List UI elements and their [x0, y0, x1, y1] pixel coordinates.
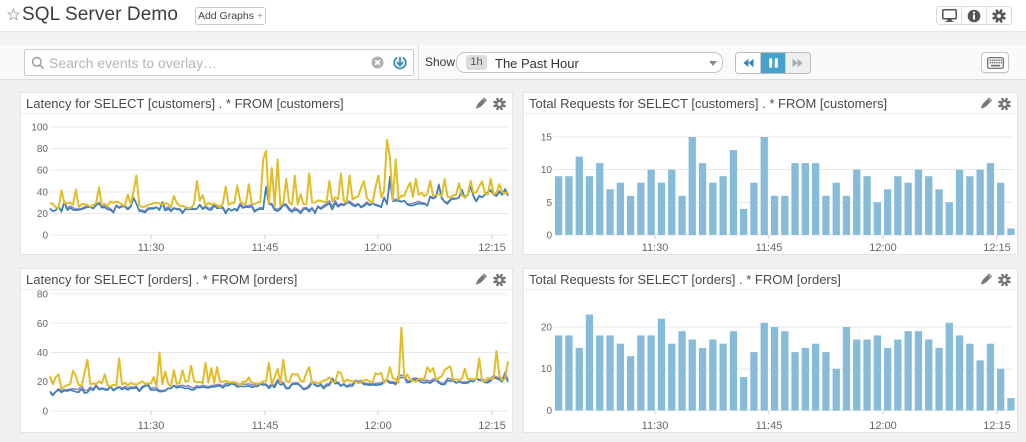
svg-text:100: 100 [31, 123, 48, 134]
svg-text:12:00: 12:00 [364, 242, 392, 254]
svg-text:11:45: 11:45 [756, 420, 783, 432]
svg-text:20: 20 [37, 209, 49, 220]
svg-text:12:15: 12:15 [478, 420, 506, 432]
svg-text:0: 0 [42, 231, 48, 242]
svg-text:80: 80 [37, 290, 49, 301]
svg-text:11:30: 11:30 [138, 420, 165, 432]
svg-text:12:00: 12:00 [364, 420, 392, 432]
svg-text:11:45: 11:45 [252, 420, 279, 432]
svg-text:20: 20 [37, 377, 49, 388]
svg-text:12:00: 12:00 [869, 420, 897, 432]
svg-text:11:30: 11:30 [642, 420, 669, 432]
svg-text:10: 10 [541, 165, 553, 176]
svg-text:10: 10 [541, 364, 553, 375]
svg-text:11:30: 11:30 [138, 242, 165, 254]
svg-text:5: 5 [546, 198, 552, 209]
svg-text:0: 0 [546, 406, 552, 417]
svg-text:40: 40 [37, 187, 49, 198]
svg-text:60: 60 [37, 319, 49, 330]
svg-text:60: 60 [37, 166, 49, 177]
svg-text:40: 40 [37, 348, 49, 359]
svg-text:12:15: 12:15 [478, 242, 506, 254]
svg-text:12:00: 12:00 [869, 242, 897, 254]
svg-text:0: 0 [42, 407, 48, 418]
svg-text:11:30: 11:30 [642, 242, 669, 254]
svg-text:11:45: 11:45 [756, 242, 783, 254]
svg-text:15: 15 [541, 133, 553, 144]
svg-text:12:15: 12:15 [983, 420, 1011, 432]
svg-text:11:45: 11:45 [252, 242, 279, 254]
svg-text:20: 20 [541, 323, 553, 334]
svg-text:0: 0 [546, 231, 552, 242]
svg-text:80: 80 [37, 144, 49, 155]
svg-text:12:15: 12:15 [983, 242, 1011, 254]
